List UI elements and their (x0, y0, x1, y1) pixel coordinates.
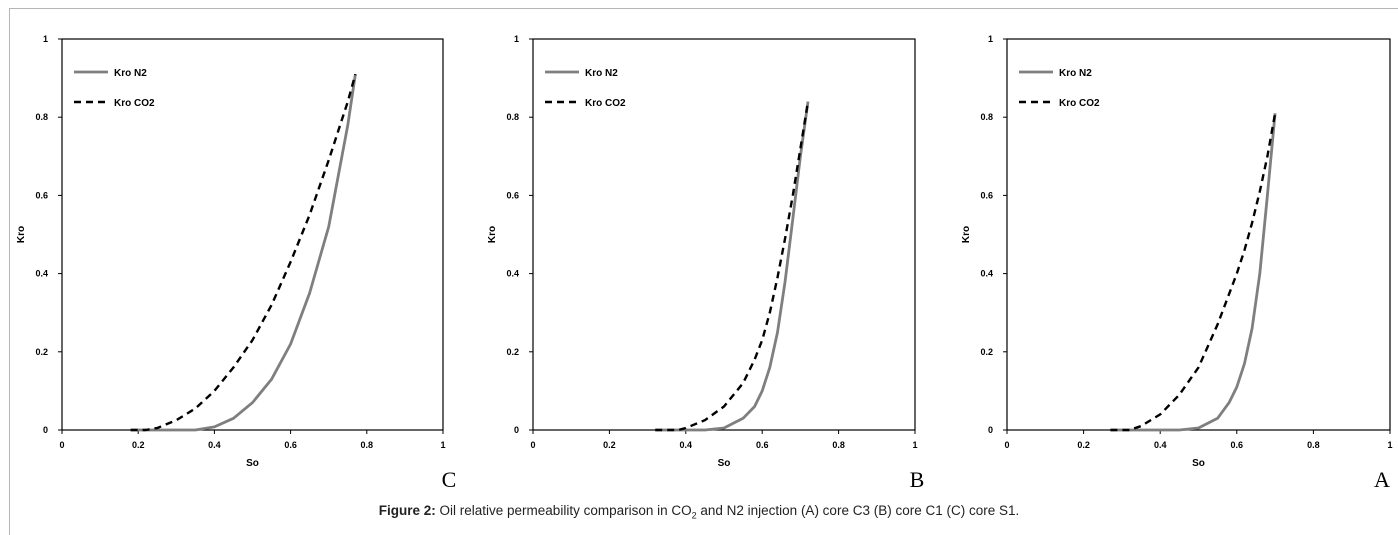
y-tick-label: 0.6 (506, 190, 519, 200)
legend-label: Kro CO2 (1059, 98, 1100, 109)
x-tick-label: 0 (530, 440, 535, 450)
caption-text-1: Oil relative permeability comparison in … (435, 503, 692, 518)
panel-label: A (1374, 467, 1390, 492)
y-axis-label: Kro (487, 226, 498, 243)
x-tick-label: 0.8 (832, 440, 845, 450)
x-tick-label: 0 (1004, 440, 1009, 450)
y-tick-label: 0.8 (506, 112, 519, 122)
y-tick-label: 0.4 (506, 269, 519, 279)
chart-panel-c: 0 0.2 0.4 0.6 0.8 1 0 0.2 0.4 0.6 0.8 1 So Kro C Kro N2… (16, 34, 457, 492)
caption-text-2: and N2 injection (A) core C3 (B) core C1… (696, 503, 1020, 518)
x-tick-label: 0.6 (1231, 440, 1244, 450)
y-tick-label: 0 (43, 425, 48, 435)
panel-label: C (442, 467, 457, 492)
legend-label: Kro N2 (585, 68, 618, 79)
caption-subscript: 2 (691, 510, 697, 521)
x-tick-label: 1 (912, 440, 917, 450)
series-line-kro-co2 (130, 73, 357, 432)
chart-panel-a: 0 0.2 0.4 0.6 0.8 1 0 0.2 0.4 0.6 0.8 1 So Kro A Kro N2… (961, 34, 1393, 492)
y-tick-label: 0.8 (980, 112, 993, 122)
figure-frame (9, 8, 1398, 535)
y-axis-label: Kro (961, 226, 972, 243)
chart-panel-b: 0 0.2 0.4 0.6 0.8 1 0 0.2 0.4 0.6 0.8 1 So Kro B Kro N2… (487, 34, 925, 492)
x-axis-label: So (246, 458, 259, 469)
x-tick-label: 0.2 (603, 440, 616, 450)
x-tick-label: 0 (59, 440, 64, 450)
y-tick-label: 1 (514, 34, 519, 44)
y-tick-label: 0 (514, 425, 519, 435)
y-tick-label: 0.2 (506, 347, 519, 357)
x-axis-label: So (1192, 458, 1205, 469)
x-axis-label: So (718, 458, 731, 469)
y-tick-label: 0.4 (35, 269, 48, 279)
x-tick-label: 0.2 (132, 440, 145, 450)
plot-area (532, 38, 916, 431)
y-axis-label: Kro (16, 226, 27, 243)
legend-label: Kro CO2 (114, 98, 155, 109)
series-line-kro-n2 (1110, 113, 1277, 432)
x-tick-label: 0.8 (361, 440, 374, 450)
series-line-kro-n2 (655, 101, 810, 432)
y-tick-label: 1 (988, 34, 993, 44)
panel-label: B (910, 467, 925, 492)
series-line-kro-n2 (130, 73, 357, 432)
y-tick-label: 0.4 (980, 269, 993, 279)
y-tick-label: 1 (43, 34, 48, 44)
legend-label: Kro N2 (114, 68, 147, 79)
legend-label: Kro CO2 (585, 98, 626, 109)
y-tick-label: 0.8 (35, 112, 48, 122)
x-tick-label: 0.2 (1077, 440, 1090, 450)
plot-area (1006, 38, 1391, 431)
series-line-kro-co2 (655, 101, 810, 432)
figure-caption: Figure 2: Oil relative permeability comp… (0, 503, 1398, 521)
x-tick-label: 0.6 (284, 440, 297, 450)
x-tick-label: 1 (440, 440, 445, 450)
y-tick-label: 0 (988, 425, 993, 435)
x-tick-label: 0.8 (1307, 440, 1320, 450)
y-tick-label: 0.6 (35, 190, 48, 200)
series-line-kro-co2 (1110, 113, 1277, 432)
x-tick-label: 1 (1387, 440, 1392, 450)
x-tick-label: 0.4 (208, 440, 221, 450)
legend-label: Kro N2 (1059, 68, 1092, 79)
y-tick-label: 0.2 (980, 347, 993, 357)
x-tick-label: 0.4 (1154, 440, 1167, 450)
x-tick-label: 0.4 (680, 440, 693, 450)
y-tick-label: 0.6 (980, 190, 993, 200)
y-tick-label: 0.2 (35, 347, 48, 357)
plot-area (61, 38, 444, 431)
caption-label: Figure 2: (378, 503, 436, 518)
x-tick-label: 0.6 (756, 440, 769, 450)
